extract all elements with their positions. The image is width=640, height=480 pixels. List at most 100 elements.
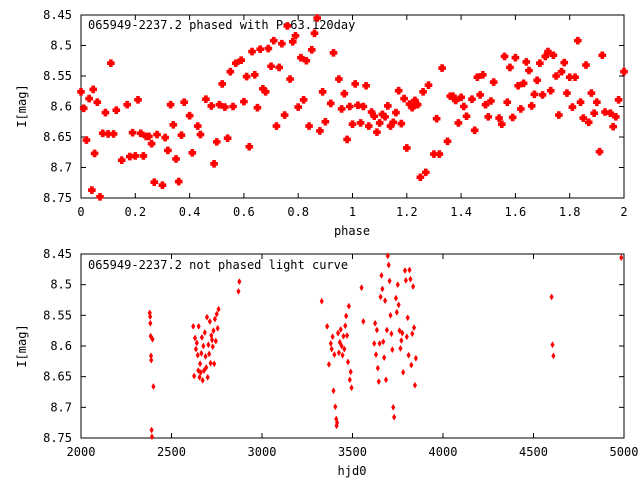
data-point	[305, 122, 313, 130]
data-point	[341, 332, 346, 340]
data-point	[381, 338, 386, 346]
data-point	[412, 381, 418, 389]
y-tick-label: 8.6	[50, 339, 72, 353]
data-point	[169, 121, 178, 129]
data-point	[346, 302, 351, 310]
data-point	[245, 142, 254, 151]
x-tick-label: 2	[620, 205, 627, 219]
x-tick-label: 1.6	[505, 205, 527, 219]
data-point	[382, 297, 388, 305]
data-point	[89, 85, 98, 94]
data-point	[345, 358, 351, 366]
data-point	[373, 351, 379, 359]
data-point	[150, 178, 159, 186]
x-tick-label: 5000	[610, 445, 639, 459]
data-point	[332, 351, 337, 359]
data-point	[196, 130, 205, 139]
data-point	[288, 38, 297, 46]
data-point	[438, 64, 446, 72]
data-point	[196, 322, 201, 330]
y-tick-label: 8.45	[43, 247, 72, 261]
data-point	[601, 108, 609, 116]
data-point	[79, 104, 88, 113]
data-point	[574, 36, 582, 45]
data-point	[351, 80, 360, 88]
unphased-plot-frame	[80, 253, 625, 439]
data-point	[149, 426, 154, 434]
data-point	[149, 433, 155, 441]
data-point	[172, 155, 180, 163]
data-point	[432, 114, 441, 123]
data-point	[579, 114, 588, 122]
data-point	[139, 152, 148, 160]
data-point	[216, 305, 221, 313]
phased-axis-ticks: 0 0.2 0.4 0.6 0.8 1 1.2 1.4 1.6 1.8 2 8.45 8.5 8.55 8.…	[43, 8, 628, 219]
data-point	[342, 345, 347, 353]
data-point	[340, 89, 349, 98]
data-point	[552, 72, 560, 80]
data-point	[283, 22, 292, 30]
data-point	[112, 106, 121, 114]
data-point	[550, 341, 555, 349]
data-point	[275, 63, 283, 72]
data-point	[565, 73, 574, 82]
data-point	[349, 384, 354, 392]
data-point	[188, 149, 197, 157]
data-point	[231, 59, 240, 67]
data-point	[207, 350, 212, 358]
data-point	[530, 90, 539, 99]
data-point	[205, 373, 210, 381]
data-point	[210, 343, 215, 351]
data-point	[395, 281, 400, 289]
y-tick-label: 8.75	[43, 191, 72, 205]
data-point	[538, 91, 547, 99]
data-point	[242, 72, 251, 81]
data-point	[226, 67, 235, 76]
data-point	[344, 312, 349, 320]
data-point	[606, 109, 615, 118]
data-point	[272, 122, 281, 130]
data-point	[236, 287, 241, 295]
data-point	[339, 342, 344, 350]
phased-light-curve-panel: 065949-2237.2 phased with P=63.120day I[…	[15, 8, 628, 238]
data-point	[197, 373, 202, 381]
data-point	[410, 330, 415, 338]
data-point	[149, 356, 154, 364]
data-point	[620, 67, 628, 76]
data-point	[310, 29, 319, 38]
data-point	[109, 130, 118, 138]
data-point	[372, 340, 377, 348]
data-point	[571, 73, 579, 82]
data-point	[215, 324, 220, 332]
data-point	[248, 47, 256, 56]
y-tick-label: 8.6	[50, 100, 72, 114]
data-point	[210, 160, 218, 168]
x-tick-label: 1.8	[559, 205, 581, 219]
data-point	[286, 75, 294, 83]
x-tick-label: 0	[77, 205, 84, 219]
data-point	[457, 93, 465, 102]
data-point	[218, 80, 226, 88]
data-point	[185, 111, 194, 120]
data-point	[90, 149, 99, 158]
data-point	[200, 376, 205, 384]
data-point	[619, 254, 624, 262]
data-point	[174, 177, 183, 186]
data-point	[214, 310, 219, 318]
data-point	[375, 119, 384, 127]
data-point	[294, 103, 302, 111]
data-point	[362, 81, 370, 90]
data-point	[147, 139, 156, 148]
data-point	[104, 130, 112, 138]
data-point	[348, 120, 357, 128]
data-point	[373, 319, 378, 327]
data-point	[380, 285, 385, 293]
y-tick-label: 8.75	[43, 431, 72, 445]
data-point	[212, 138, 221, 146]
data-point	[209, 336, 215, 344]
data-point	[484, 113, 493, 121]
data-point	[614, 95, 623, 104]
unphased-plot-title: 065949-2237.2 not phased light curve	[88, 258, 348, 272]
data-point	[150, 335, 155, 343]
data-point	[180, 98, 188, 107]
